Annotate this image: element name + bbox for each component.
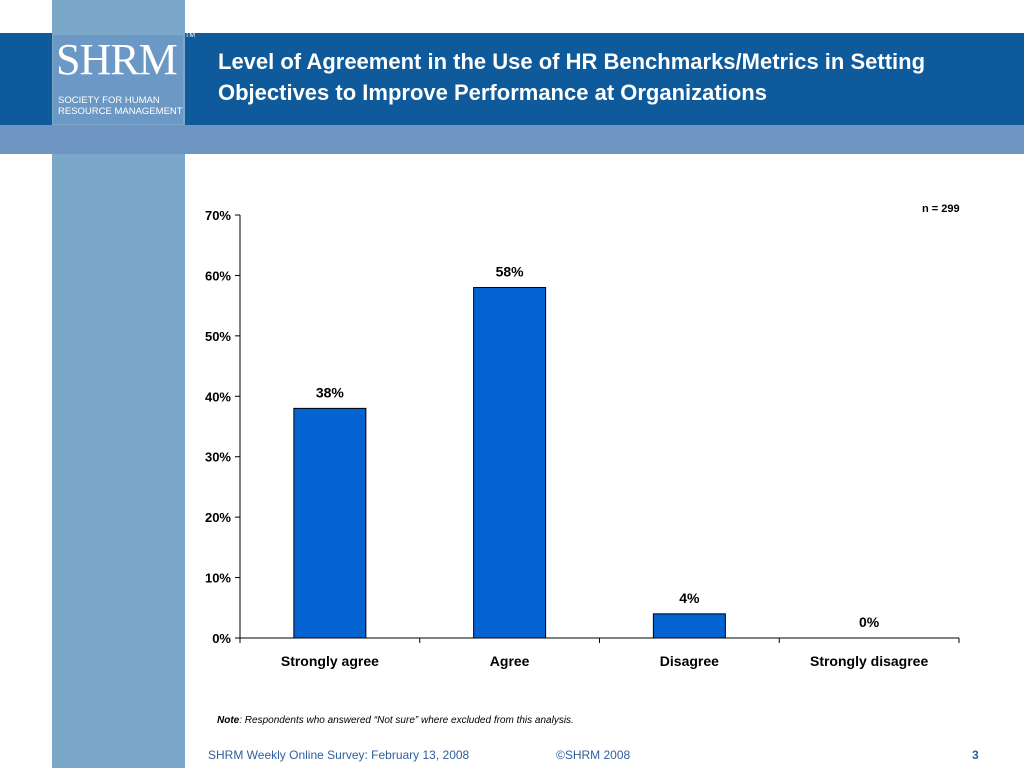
category-label: Strongly agree: [281, 653, 379, 669]
page-number: 3: [972, 748, 979, 762]
y-tick-label: 50%: [205, 329, 231, 344]
data-label: 0%: [859, 614, 880, 630]
footnote: Note: Respondents who answered “Not sure…: [217, 715, 574, 726]
logo-wordmark: SHRM: [56, 35, 178, 84]
footer-copyright: ©SHRM 2008: [556, 748, 631, 762]
logo-subtitle-line1: SOCIETY FOR HUMAN: [58, 95, 160, 106]
data-label: 38%: [316, 384, 345, 400]
y-tick-label: 10%: [205, 571, 231, 586]
bar-chart: 0% 10% 20% 30% 40% 50% 60% 70% 38% Strongly agree…: [205, 208, 960, 669]
y-tick-label: 30%: [205, 450, 231, 465]
bar: [652, 613, 726, 639]
category-label: Agree: [490, 653, 530, 669]
header-subband: [0, 125, 1024, 154]
bar: [473, 287, 547, 639]
data-label: 4%: [679, 590, 700, 606]
logo-subtitle-line2: RESOURCE MANAGEMENT: [58, 106, 183, 117]
category-label: Strongly disagree: [810, 653, 928, 669]
logo-subtitle: SOCIETY FOR HUMAN RESOURCE MANAGEMENT: [58, 95, 186, 117]
footer-source: SHRM Weekly Online Survey: February 13, …: [208, 748, 470, 762]
category-label: Disagree: [660, 653, 719, 669]
sample-size-label: n = 299: [922, 203, 960, 215]
y-tick-label: 40%: [205, 389, 231, 404]
bar: [293, 407, 367, 639]
y-tick-label: 70%: [205, 208, 231, 223]
logo-box: [53, 35, 183, 124]
y-tick-label: 0%: [212, 631, 231, 646]
y-tick-label: 20%: [205, 510, 231, 525]
footnote-label: Note: [217, 715, 240, 726]
logo-trademark: TM: [185, 32, 196, 39]
footnote-text: : Respondents who answered “Not sure” wh…: [239, 715, 574, 726]
y-tick-label: 60%: [205, 268, 231, 283]
data-label: 58%: [496, 264, 525, 280]
slide-title: Level of Agreement in the Use of HR Benc…: [218, 49, 926, 105]
shrm-logo: SHRM TM SOCIETY FOR HUMAN RESOURCE MANAG…: [52, 32, 195, 125]
